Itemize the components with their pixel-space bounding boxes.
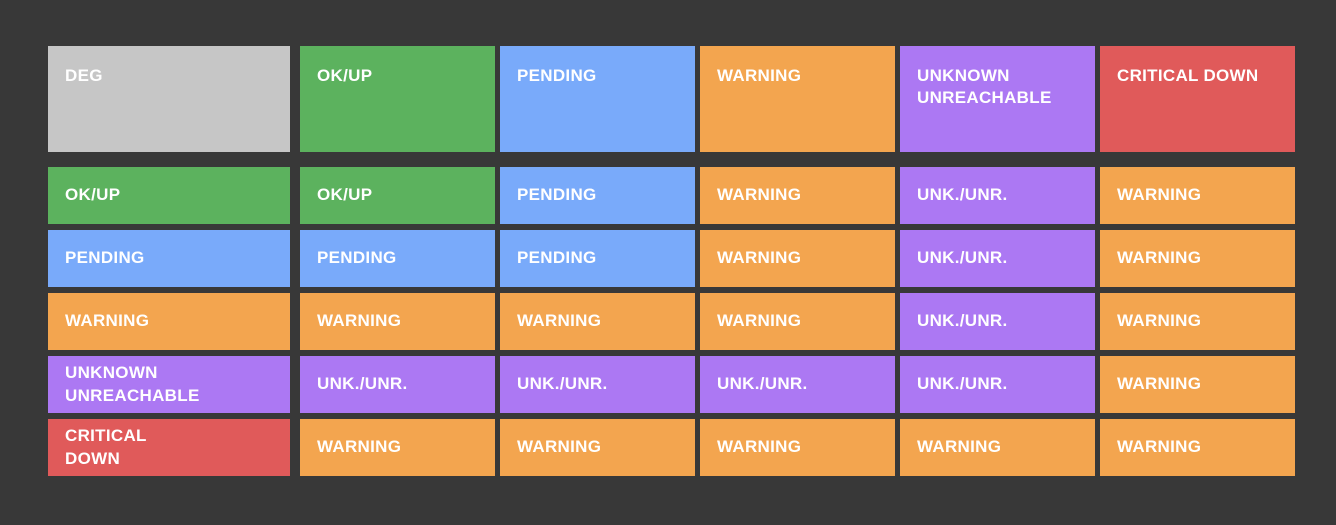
- row-header-label: PENDING: [65, 248, 145, 268]
- row-header-label: WARNING: [65, 311, 150, 331]
- column-header-pending: PENDING: [500, 46, 695, 152]
- matrix-cell: UNK./UNR.: [900, 230, 1095, 287]
- matrix-cell: PENDING: [300, 230, 495, 287]
- matrix-row-pending: PENDING PENDING PENDING WARNING UNK./UNR…: [48, 230, 1336, 287]
- column-header-label: UNKNOWN UNREACHABLE: [917, 66, 1052, 108]
- column-header-label: OK/UP: [317, 66, 373, 85]
- matrix-cell: PENDING: [500, 230, 695, 287]
- matrix-cell: WARNING: [1100, 293, 1295, 350]
- matrix-cell: UNK./UNR.: [700, 356, 895, 413]
- matrix-cell-label: UNK./UNR.: [517, 374, 608, 394]
- matrix-cell-label: WARNING: [1117, 311, 1202, 331]
- column-header-unknown-unreachable: UNKNOWN UNREACHABLE: [900, 46, 1095, 152]
- column-header-label: CRITICAL DOWN: [1117, 66, 1259, 85]
- matrix-cell: PENDING: [500, 167, 695, 224]
- row-header-cell: WARNING: [48, 293, 290, 350]
- row-header-cell: PENDING: [48, 230, 290, 287]
- matrix-cell: WARNING: [300, 293, 495, 350]
- matrix-cell-label: WARNING: [1117, 248, 1202, 268]
- row-header-cell: OK/UP: [48, 167, 290, 224]
- matrix-cell-label: PENDING: [517, 248, 597, 268]
- matrix-cell-label: WARNING: [717, 437, 802, 457]
- matrix-cell-label: OK/UP: [317, 185, 373, 205]
- matrix-cell-label: UNK./UNR.: [917, 185, 1008, 205]
- matrix-header-row: DEG OK/UP PENDING WARNING UNKNOWN UNREAC…: [48, 46, 1336, 152]
- column-header-label: WARNING: [717, 66, 802, 85]
- matrix-row-unknown-unreachable: UNKNOWN UNREACHABLE UNK./UNR. UNK./UNR. …: [48, 356, 1336, 413]
- matrix-cell: WARNING: [700, 419, 895, 476]
- matrix-cell: UNK./UNR.: [900, 293, 1095, 350]
- matrix-cell: WARNING: [1100, 356, 1295, 413]
- matrix-cell: WARNING: [1100, 230, 1295, 287]
- row-header-label: CRITICAL DOWN: [65, 426, 147, 468]
- matrix-cell-label: UNK./UNR.: [917, 374, 1008, 394]
- row-header-cell: UNKNOWN UNREACHABLE: [48, 356, 290, 413]
- matrix-row-ok-up: OK/UP OK/UP PENDING WARNING UNK./UNR. WA…: [48, 167, 1336, 224]
- matrix-row-critical-down: CRITICAL DOWN WARNING WARNING WARNING WA…: [48, 419, 1336, 476]
- matrix-cell-label: WARNING: [317, 311, 402, 331]
- corner-cell-deg: DEG: [48, 46, 290, 152]
- matrix-cell: WARNING: [1100, 419, 1295, 476]
- matrix-cell: UNK./UNR.: [300, 356, 495, 413]
- matrix-cell-label: WARNING: [717, 311, 802, 331]
- matrix-cell-label: PENDING: [517, 185, 597, 205]
- row-header-label: OK/UP: [65, 185, 121, 205]
- column-header-warning: WARNING: [700, 46, 895, 152]
- matrix-cell: WARNING: [500, 293, 695, 350]
- matrix-cell: OK/UP: [300, 167, 495, 224]
- matrix-cell-label: UNK./UNR.: [717, 374, 808, 394]
- matrix-cell-label: WARNING: [1117, 185, 1202, 205]
- state-degradation-matrix: DEG OK/UP PENDING WARNING UNKNOWN UNREAC…: [48, 46, 1336, 476]
- matrix-cell-label: WARNING: [1117, 437, 1202, 457]
- matrix-cell: WARNING: [300, 419, 495, 476]
- matrix-row-warning: WARNING WARNING WARNING WARNING UNK./UNR…: [48, 293, 1336, 350]
- corner-cell-label: DEG: [65, 66, 103, 85]
- matrix-cell: WARNING: [700, 230, 895, 287]
- matrix-cell: WARNING: [500, 419, 695, 476]
- matrix-cell-label: WARNING: [317, 437, 402, 457]
- matrix-cell: UNK./UNR.: [900, 356, 1095, 413]
- matrix-cell-label: PENDING: [317, 248, 397, 268]
- matrix-cell: WARNING: [700, 167, 895, 224]
- matrix-cell-label: WARNING: [517, 437, 602, 457]
- column-header-ok-up: OK/UP: [300, 46, 495, 152]
- matrix-cell: WARNING: [700, 293, 895, 350]
- matrix-cell-label: WARNING: [517, 311, 602, 331]
- matrix-cell-label: UNK./UNR.: [317, 374, 408, 394]
- column-header-label: PENDING: [517, 66, 597, 85]
- matrix-cell: WARNING: [1100, 167, 1295, 224]
- matrix-cell-label: UNK./UNR.: [917, 248, 1008, 268]
- matrix-cell: WARNING: [900, 419, 1095, 476]
- column-header-critical-down: CRITICAL DOWN: [1100, 46, 1295, 152]
- matrix-cell-label: WARNING: [717, 185, 802, 205]
- matrix-cell-label: UNK./UNR.: [917, 311, 1008, 331]
- matrix-cell: UNK./UNR.: [500, 356, 695, 413]
- matrix-cell: UNK./UNR.: [900, 167, 1095, 224]
- matrix-cell-label: WARNING: [717, 248, 802, 268]
- matrix-cell-label: WARNING: [1117, 374, 1202, 394]
- row-header-label: UNKNOWN UNREACHABLE: [65, 363, 200, 405]
- row-header-cell: CRITICAL DOWN: [48, 419, 290, 476]
- matrix-cell-label: WARNING: [917, 437, 1002, 457]
